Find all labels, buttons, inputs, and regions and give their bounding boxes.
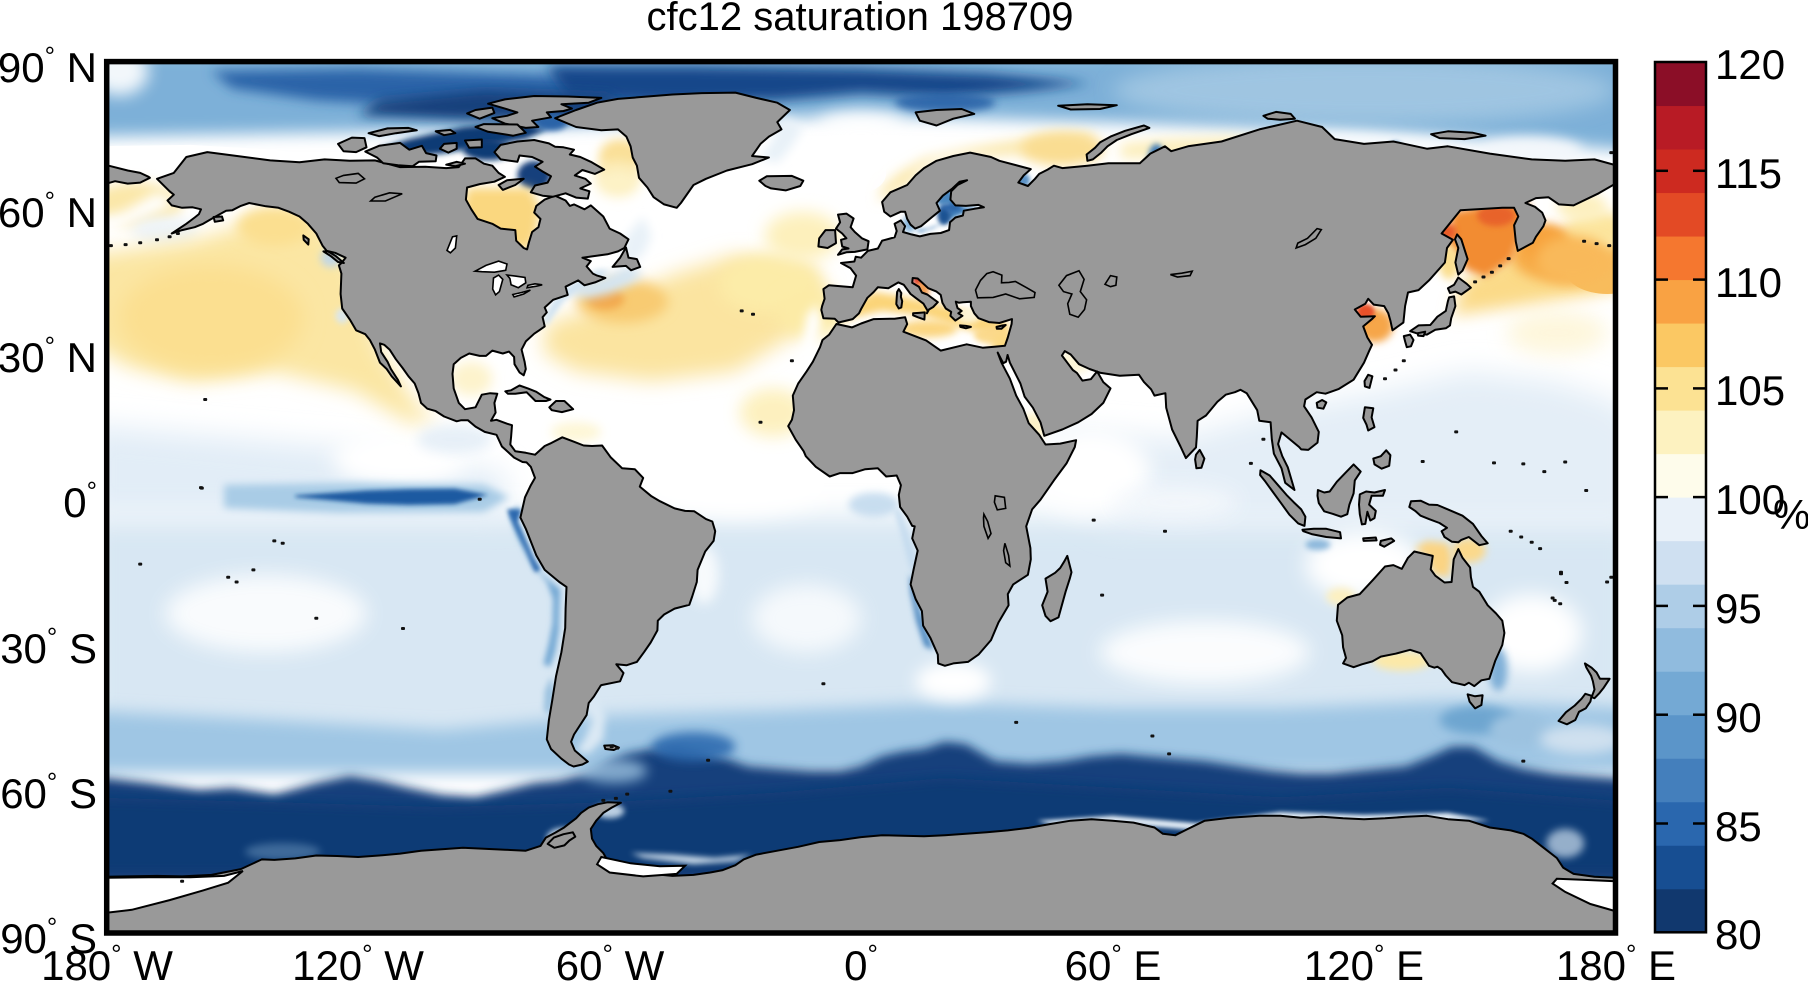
svg-text:%: % [1773, 491, 1808, 538]
svg-text:90: 90 [1715, 694, 1762, 741]
svg-text:30° N: 30° N [0, 331, 97, 381]
svg-text:120° E: 120° E [1304, 939, 1424, 984]
svg-text:cfc12 saturation 198709: cfc12 saturation 198709 [647, 0, 1074, 39]
svg-text:85: 85 [1715, 803, 1762, 850]
svg-text:60° E: 60° E [1065, 939, 1162, 984]
svg-text:30° S: 30° S [0, 622, 97, 672]
svg-text:110: 110 [1715, 259, 1782, 306]
svg-text:105: 105 [1715, 367, 1785, 414]
svg-text:180° E: 180° E [1556, 939, 1676, 984]
svg-text:100: 100 [1715, 476, 1785, 523]
svg-text:120: 120 [1715, 41, 1785, 88]
svg-text:95: 95 [1715, 585, 1762, 632]
svg-text:180° W: 180° W [41, 939, 173, 984]
svg-text:80: 80 [1715, 911, 1762, 958]
svg-text:120° W: 120° W [292, 939, 424, 984]
svg-text:115: 115 [1715, 150, 1782, 197]
